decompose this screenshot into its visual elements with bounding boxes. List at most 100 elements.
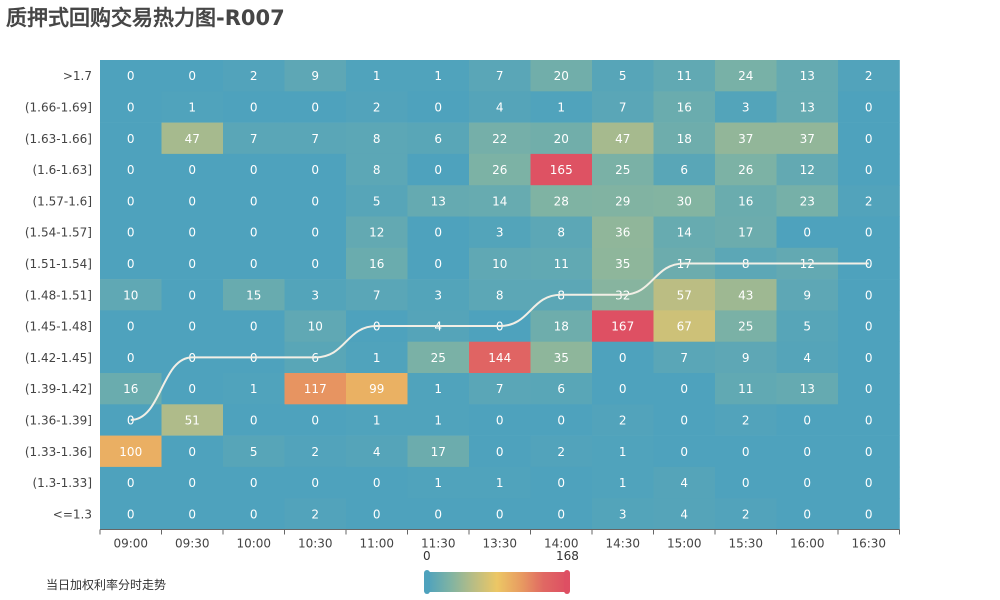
heatmap-cell[interactable]	[346, 466, 408, 499]
heatmap-cell[interactable]	[100, 122, 162, 155]
heatmap-cell[interactable]	[284, 185, 347, 217]
heatmap-cell[interactable]	[407, 341, 470, 374]
heatmap-cell[interactable]	[223, 153, 285, 186]
heatmap-cell[interactable]	[223, 310, 285, 342]
heatmap-cell[interactable]	[346, 60, 408, 92]
heatmap-cell[interactable]	[223, 91, 285, 123]
heatmap-cell[interactable]	[346, 153, 408, 186]
heatmap-cell[interactable]	[346, 91, 408, 123]
heatmap-cell[interactable]	[469, 153, 531, 186]
heatmap-cell[interactable]	[530, 153, 593, 186]
heatmap-cell[interactable]	[530, 341, 593, 374]
heatmap-cell[interactable]	[592, 216, 654, 249]
heatmap-cell[interactable]	[407, 216, 470, 249]
heatmap-cell[interactable]	[469, 466, 531, 499]
heatmap-cell[interactable]	[592, 153, 654, 186]
heatmap-cell[interactable]	[838, 498, 900, 530]
heatmap-cell[interactable]	[100, 279, 162, 311]
trend-legend-label[interactable]: 当日加权利率分时走势	[46, 578, 167, 592]
heatmap-cell[interactable]	[223, 185, 285, 217]
heatmap-cell[interactable]	[100, 435, 162, 468]
heatmap-cell[interactable]	[407, 404, 470, 436]
heatmap-cell[interactable]	[346, 185, 408, 217]
heatmap-cell[interactable]	[776, 310, 839, 342]
heatmap-cell[interactable]	[223, 466, 285, 499]
heatmap-cell[interactable]	[161, 122, 224, 155]
heatmap-cell[interactable]	[284, 498, 347, 530]
heatmap-cell[interactable]	[715, 466, 777, 499]
heatmap-cell[interactable]	[161, 279, 224, 311]
heatmap-cell[interactable]	[346, 404, 408, 436]
heatmap-cell[interactable]	[776, 216, 839, 249]
heatmap-cell[interactable]	[776, 466, 839, 499]
heatmap-cell[interactable]	[592, 466, 654, 499]
heatmap-cell[interactable]	[838, 216, 900, 249]
heatmap-cell[interactable]	[284, 466, 347, 499]
heatmap-cell[interactable]	[838, 373, 900, 405]
heatmap-cell[interactable]	[223, 373, 285, 405]
heatmap-cell[interactable]	[530, 185, 593, 217]
heatmap-cell[interactable]	[776, 185, 839, 217]
heatmap-cell[interactable]	[407, 279, 470, 311]
heatmap-cell[interactable]	[100, 310, 162, 342]
heatmap-cell[interactable]	[346, 279, 408, 311]
heatmap-cell[interactable]	[469, 216, 531, 249]
heatmap-cell[interactable]	[592, 498, 654, 530]
heatmap-cell[interactable]	[223, 498, 285, 530]
heatmap-cell[interactable]	[284, 60, 347, 92]
heatmap-cell[interactable]	[715, 216, 777, 249]
heatmap-cell[interactable]	[715, 498, 777, 530]
heatmap-cell[interactable]	[592, 91, 654, 123]
heatmap-cell[interactable]	[838, 435, 900, 468]
heatmap-cell[interactable]	[346, 341, 408, 374]
heatmap-cell[interactable]	[161, 185, 224, 217]
heatmap-cell[interactable]	[469, 185, 531, 217]
heatmap-cell[interactable]	[776, 279, 839, 311]
heatmap-cell[interactable]	[715, 435, 777, 468]
heatmap-cell[interactable]	[346, 216, 408, 249]
heatmap-cell[interactable]	[469, 122, 531, 155]
heatmap-cell[interactable]	[469, 91, 531, 123]
heatmap-cell[interactable]	[100, 185, 162, 217]
heatmap-cell[interactable]	[530, 404, 593, 436]
heatmap-cell[interactable]	[592, 404, 654, 436]
heatmap-cell[interactable]	[284, 435, 347, 468]
visualmap-min-handle[interactable]	[424, 570, 430, 594]
heatmap-cell[interactable]	[407, 498, 470, 530]
heatmap-cell[interactable]	[715, 122, 777, 155]
heatmap-cell[interactable]	[776, 435, 839, 468]
heatmap-cell[interactable]	[715, 341, 777, 374]
heatmap-cell[interactable]	[653, 341, 716, 374]
heatmap-cell[interactable]	[284, 279, 347, 311]
heatmap-cell[interactable]	[530, 310, 593, 342]
heatmap-cell[interactable]	[161, 153, 224, 186]
heatmap-cell[interactable]	[592, 341, 654, 374]
heatmap-cell[interactable]	[346, 247, 408, 280]
heatmap-cell[interactable]	[161, 310, 224, 342]
heatmap-cell[interactable]	[100, 216, 162, 249]
heatmap-cell[interactable]	[776, 122, 839, 155]
heatmap-cell[interactable]	[161, 216, 224, 249]
heatmap-cell[interactable]	[715, 404, 777, 436]
heatmap-cell[interactable]	[161, 60, 224, 92]
heatmap-cell[interactable]	[592, 373, 654, 405]
heatmap-cell[interactable]	[469, 279, 531, 311]
heatmap-cell[interactable]	[653, 279, 716, 311]
heatmap-cell[interactable]	[776, 404, 839, 436]
heatmap-cell[interactable]	[653, 498, 716, 530]
heatmap-cell[interactable]	[223, 279, 285, 311]
heatmap-cell[interactable]	[161, 247, 224, 280]
visualmap-colorbar[interactable]	[424, 570, 570, 594]
heatmap-cell[interactable]	[530, 498, 593, 530]
heatmap-cell[interactable]	[715, 279, 777, 311]
heatmap-cell[interactable]	[530, 373, 593, 405]
heatmap-cell[interactable]	[161, 466, 224, 499]
heatmap-cell[interactable]	[715, 310, 777, 342]
heatmap-cell[interactable]	[407, 91, 470, 123]
heatmap-cell[interactable]	[407, 466, 470, 499]
heatmap-cell[interactable]	[653, 373, 716, 405]
heatmap-cell[interactable]	[776, 498, 839, 530]
heatmap-cell[interactable]	[469, 247, 531, 280]
heatmap-cell[interactable]	[284, 373, 347, 405]
heatmap-cell[interactable]	[592, 60, 654, 92]
